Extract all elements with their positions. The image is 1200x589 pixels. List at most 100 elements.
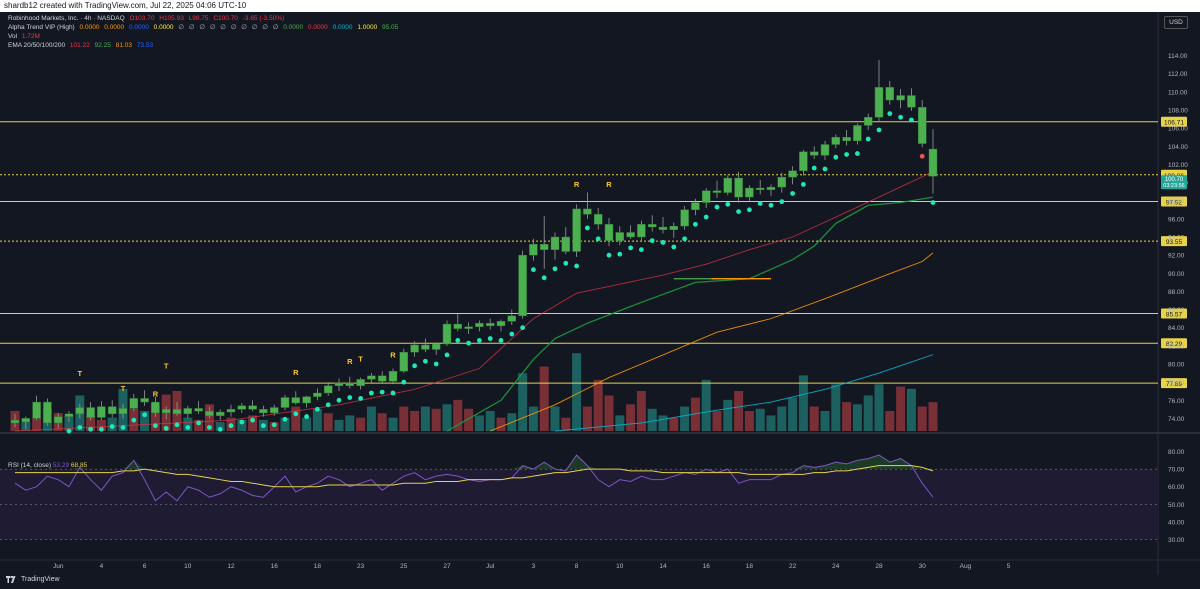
candle-body bbox=[896, 95, 905, 101]
trend-dot bbox=[628, 245, 633, 251]
candle-body bbox=[712, 190, 722, 193]
tradingview-brand[interactable]: TradingView bbox=[6, 576, 60, 583]
candle-body bbox=[486, 322, 495, 327]
candle-body bbox=[702, 190, 711, 203]
ema200-line bbox=[554, 354, 934, 432]
low-value: L98.75 bbox=[188, 15, 209, 22]
time-axis-tick: 12 bbox=[227, 563, 235, 570]
trend-dot bbox=[660, 240, 666, 245]
volume-bar bbox=[593, 379, 603, 431]
candle-body bbox=[388, 371, 398, 382]
price-axis-tick: 94.00 bbox=[1168, 235, 1185, 242]
ema50-value: 92.25 bbox=[94, 42, 111, 49]
level-price-label: 93.55 bbox=[1166, 239, 1183, 246]
alpha-value: ∅ bbox=[220, 24, 226, 31]
price-axis-tick: 92.00 bbox=[1168, 253, 1185, 260]
trend-dot bbox=[833, 154, 839, 160]
volume-bar bbox=[86, 415, 96, 431]
candle-body bbox=[788, 170, 797, 178]
candle-body bbox=[313, 392, 322, 397]
volume-bar bbox=[410, 411, 420, 431]
candle-body bbox=[648, 224, 657, 228]
candle-body bbox=[928, 148, 938, 177]
candle-body bbox=[734, 177, 743, 198]
trend-dot bbox=[498, 337, 504, 343]
price-axis-tick: 110.00 bbox=[1168, 89, 1188, 96]
volume-bar bbox=[518, 373, 528, 431]
volume-bar bbox=[485, 411, 495, 431]
candle-body bbox=[21, 418, 30, 423]
high-value: H105.93 bbox=[159, 15, 184, 22]
price-axis-tick: 76.00 bbox=[1168, 398, 1185, 405]
currency-selector[interactable]: USD bbox=[1164, 16, 1188, 29]
candle-body bbox=[507, 315, 516, 322]
trend-dot bbox=[433, 361, 439, 367]
volume-bar bbox=[798, 375, 808, 431]
candle-body bbox=[248, 405, 257, 410]
trend-dot bbox=[293, 411, 299, 417]
level-price-label: 97.92 bbox=[1166, 199, 1183, 206]
candle-body bbox=[669, 225, 678, 230]
footer-bar bbox=[0, 575, 1200, 589]
alpha-value: 0.0000 bbox=[79, 24, 100, 31]
trend-dot bbox=[790, 191, 795, 196]
rsi-legend[interactable]: RSI (14, close) 53.29 68.85 bbox=[8, 462, 87, 469]
alpha-trend-label: Alpha Trend VIP (High) bbox=[8, 24, 75, 31]
price-axis-tick: 78.00 bbox=[1168, 380, 1185, 387]
price-chart[interactable]: 106.71100.8697.9293.5585.5782.2977.89114… bbox=[0, 12, 1200, 575]
trend-dot bbox=[271, 422, 277, 428]
trend-dot bbox=[401, 379, 407, 385]
volume-bar bbox=[302, 417, 312, 431]
candle-body bbox=[799, 151, 808, 171]
rsi-ma-value: 68.85 bbox=[70, 462, 88, 469]
trend-dot bbox=[217, 426, 223, 432]
rsi-label: RSI (14, close) bbox=[8, 462, 51, 469]
volume-bar bbox=[658, 415, 668, 431]
time-axis-tick: Jun bbox=[53, 563, 64, 570]
trend-dot bbox=[822, 166, 828, 172]
price-axis-tick: 112.00 bbox=[1168, 71, 1188, 78]
trend-dot bbox=[909, 117, 914, 123]
rsi-axis-tick: 80.00 bbox=[1168, 449, 1185, 456]
trend-dot bbox=[207, 425, 212, 430]
brand-name: TradingView bbox=[21, 576, 60, 583]
trend-dot bbox=[574, 263, 579, 269]
trend-dot bbox=[358, 396, 363, 401]
volume-bar bbox=[561, 417, 571, 431]
rsi-axis-tick: 70.00 bbox=[1168, 467, 1185, 474]
volume-bar bbox=[680, 406, 690, 431]
volume-bar bbox=[928, 402, 938, 431]
trend-dot bbox=[693, 221, 698, 227]
ema-row[interactable]: EMA 20/50/100/200 101.22 92.25 81.03 73.… bbox=[8, 41, 401, 50]
candle-body bbox=[302, 396, 311, 404]
trend-dot bbox=[239, 419, 245, 425]
volume-bar bbox=[917, 406, 927, 431]
price-axis-tick: 86.00 bbox=[1168, 307, 1185, 314]
time-axis-tick: 6 bbox=[143, 563, 147, 570]
signal-label: R bbox=[574, 180, 580, 189]
volume-bar bbox=[777, 406, 787, 431]
candle-body bbox=[421, 344, 430, 350]
time-axis-tick: 14 bbox=[659, 563, 667, 570]
candle-body bbox=[604, 224, 614, 241]
trend-dot bbox=[477, 337, 482, 343]
volume-bar bbox=[788, 397, 798, 431]
candle-body bbox=[129, 398, 139, 409]
volume-row[interactable]: Vol 1.72M bbox=[8, 32, 401, 41]
ema100-value: 81.03 bbox=[115, 42, 132, 49]
volume-bar bbox=[366, 406, 376, 431]
volume-bar bbox=[64, 415, 74, 431]
candle-body bbox=[810, 151, 819, 156]
candle-body bbox=[864, 117, 873, 126]
volume-bar bbox=[388, 417, 398, 431]
time-axis-tick: 24 bbox=[832, 563, 840, 570]
candle-body bbox=[561, 236, 570, 252]
alpha-trend-row[interactable]: Alpha Trend VIP (High) 0.0000 0.0000 0.0… bbox=[8, 23, 401, 32]
volume-bar bbox=[744, 411, 754, 431]
candle-body bbox=[86, 407, 95, 418]
price-axis-tick: 74.00 bbox=[1168, 416, 1185, 423]
candle-body bbox=[885, 87, 894, 101]
candle-body bbox=[432, 343, 441, 350]
signal-label: R bbox=[606, 180, 612, 189]
candle-body bbox=[356, 379, 365, 386]
